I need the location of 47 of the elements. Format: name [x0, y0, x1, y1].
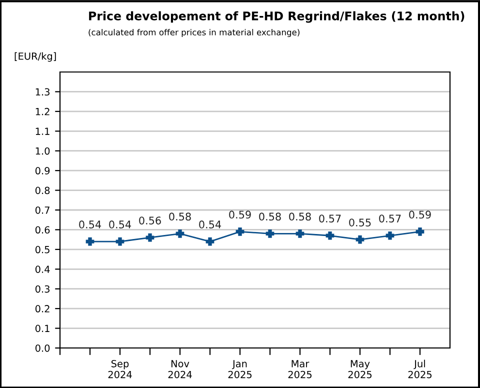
- point: [146, 233, 154, 242]
- data-label: 0.54: [199, 220, 222, 228]
- point: [206, 237, 214, 246]
- y-tick-label: 0.7: [35, 206, 50, 214]
- x-tick-label: Jul 2025: [408, 360, 432, 378]
- y-tick-label: 0.5: [35, 246, 50, 254]
- point: [326, 231, 334, 240]
- data-label: 0.56: [139, 216, 161, 224]
- y-tick-label: 0.0: [35, 344, 50, 352]
- point: [356, 235, 364, 244]
- point: [236, 228, 244, 236]
- point: [416, 228, 424, 236]
- point: [266, 229, 274, 238]
- y-tick-label: 0.6: [35, 226, 50, 234]
- data-label: 0.54: [79, 220, 102, 228]
- x-tick-label: Jan 2025: [228, 360, 252, 378]
- y-tick-label: 0.8: [35, 186, 50, 194]
- data-label: 0.55: [349, 218, 371, 226]
- x-tick-label: Sep 2024: [108, 360, 132, 378]
- y-tick-label: 1.2: [36, 108, 50, 116]
- data-label: 0.59: [229, 210, 251, 219]
- data-label: 0.58: [169, 212, 191, 221]
- data-label: 0.58: [289, 212, 311, 221]
- chart-title: Price developement of PE-HD Regrind/Flakes (12 month): [89, 11, 464, 23]
- data-label: 0.58: [259, 212, 281, 221]
- point: [386, 231, 394, 240]
- chart-subtitle: (calculated from offer prices in material exchange): [88, 28, 300, 38]
- y-tick-label: 1.0: [36, 147, 50, 155]
- y-axis-title: [EUR/kg]: [14, 52, 56, 62]
- y-tick-label: 0.2: [35, 305, 50, 312]
- data-label: 0.54: [109, 220, 132, 228]
- data-label: 0.57: [319, 214, 341, 222]
- y-tick-label: 1.3: [36, 88, 50, 96]
- x-tick-label: Nov 2024: [168, 360, 192, 378]
- data-label: 0.57: [379, 214, 401, 222]
- y-tick-label: 0.4: [35, 266, 50, 273]
- point: [296, 229, 304, 238]
- y-tick-label: 0.3: [35, 285, 50, 293]
- x-tick-label: May 2025: [348, 360, 372, 378]
- x-tick-label: Mar 2025: [288, 360, 312, 378]
- y-tick-label: 1.1: [36, 128, 50, 135]
- data-label: 0.59: [409, 210, 431, 219]
- point: [176, 229, 184, 238]
- point: [116, 237, 124, 246]
- y-tick-label: 0.9: [35, 167, 50, 174]
- y-tick-label: 0.1: [35, 324, 50, 332]
- point: [86, 237, 94, 246]
